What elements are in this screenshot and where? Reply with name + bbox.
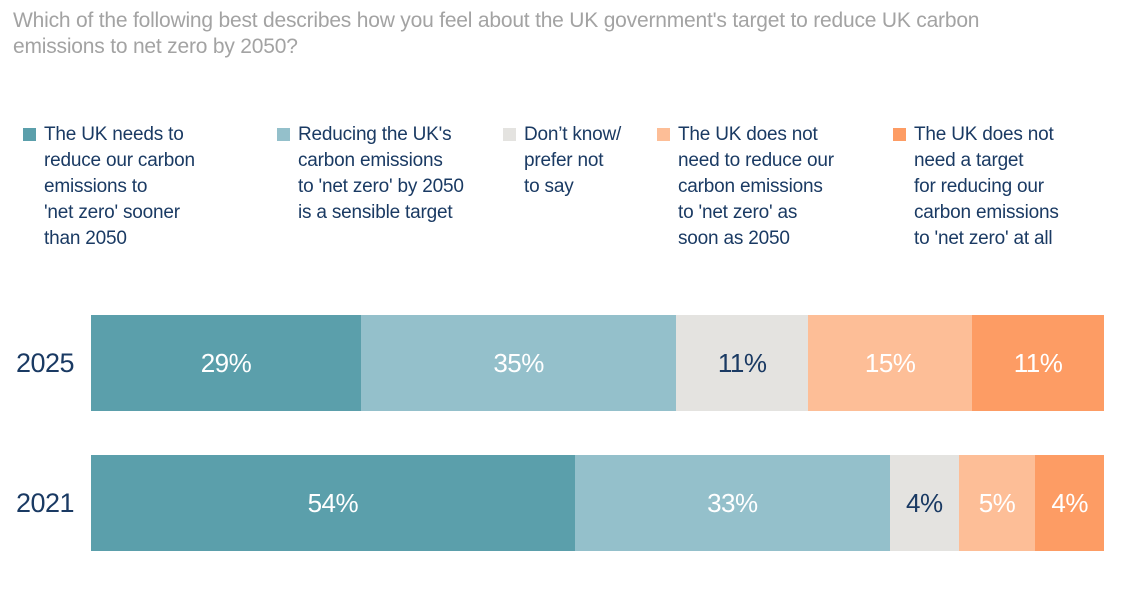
year-label: 2025: [16, 347, 75, 378]
legend-label: The UK does not need to reduce our carbo…: [678, 124, 834, 249]
bar-segment: 15%: [808, 315, 973, 411]
bar-segment: 29%: [91, 315, 361, 411]
legend-item: The UK does not need to reduce our carbo…: [657, 122, 834, 252]
bar-row: 2021 54% 33% 4% 5% 4%: [0, 455, 1105, 551]
bar-segment: 5%: [958, 455, 1036, 551]
segment-value-label: 11%: [1013, 347, 1063, 378]
segment-value-label: 29%: [200, 347, 252, 378]
bar-segment: 11%: [972, 315, 1104, 411]
stacked-bar: 29% 35% 11% 15% 11%: [91, 315, 1104, 411]
legend-swatch-icon: [23, 128, 36, 141]
legend-label: Reducing the UK's carbon emissions to 'n…: [298, 124, 464, 223]
legend-item: Reducing the UK's carbon emissions to 'n…: [277, 122, 464, 226]
segment-value-label: 33%: [707, 487, 758, 518]
legend-swatch-icon: [277, 128, 290, 141]
legend-label: Don’t know/ prefer not to say: [524, 124, 622, 197]
segment-value-label: 35%: [493, 347, 544, 378]
bar-segment: 4%: [1035, 455, 1105, 551]
segment-value-label: 15%: [864, 347, 916, 378]
bar-segment: 35%: [360, 315, 677, 411]
bar-segment: 11%: [676, 315, 809, 411]
legend-swatch-icon: [503, 128, 516, 141]
legend-swatch-icon: [657, 128, 670, 141]
segment-value-label: 54%: [307, 487, 359, 518]
legend-label: The UK does not need a target for reduci…: [914, 124, 1059, 249]
legend: The UK needs to reduce our carbon emissi…: [0, 122, 1125, 262]
segment-value-label: 4%: [906, 487, 943, 518]
bar-segment: 54%: [91, 455, 575, 551]
legend-item: The UK does not need a target for reduci…: [893, 122, 1059, 252]
legend-label: The UK needs to reduce our carbon emissi…: [44, 124, 195, 249]
legend-swatch-icon: [893, 128, 906, 141]
legend-item: Don’t know/ prefer not to say: [503, 122, 621, 200]
segment-value-label: 11%: [717, 347, 767, 378]
segment-value-label: 4%: [1051, 487, 1088, 518]
segment-value-label: 5%: [978, 487, 1016, 518]
stacked-bar: 54% 33% 4% 5% 4%: [91, 455, 1105, 551]
legend-item: The UK needs to reduce our carbon emissi…: [23, 122, 195, 252]
chart-title: Which of the following best describes ho…: [13, 9, 980, 58]
bar-segment: 4%: [889, 455, 959, 551]
year-label: 2021: [16, 487, 75, 518]
bar-segment: 33%: [574, 455, 890, 551]
bar-row: 2025 29% 35% 11% 15% 11%: [0, 315, 1104, 411]
